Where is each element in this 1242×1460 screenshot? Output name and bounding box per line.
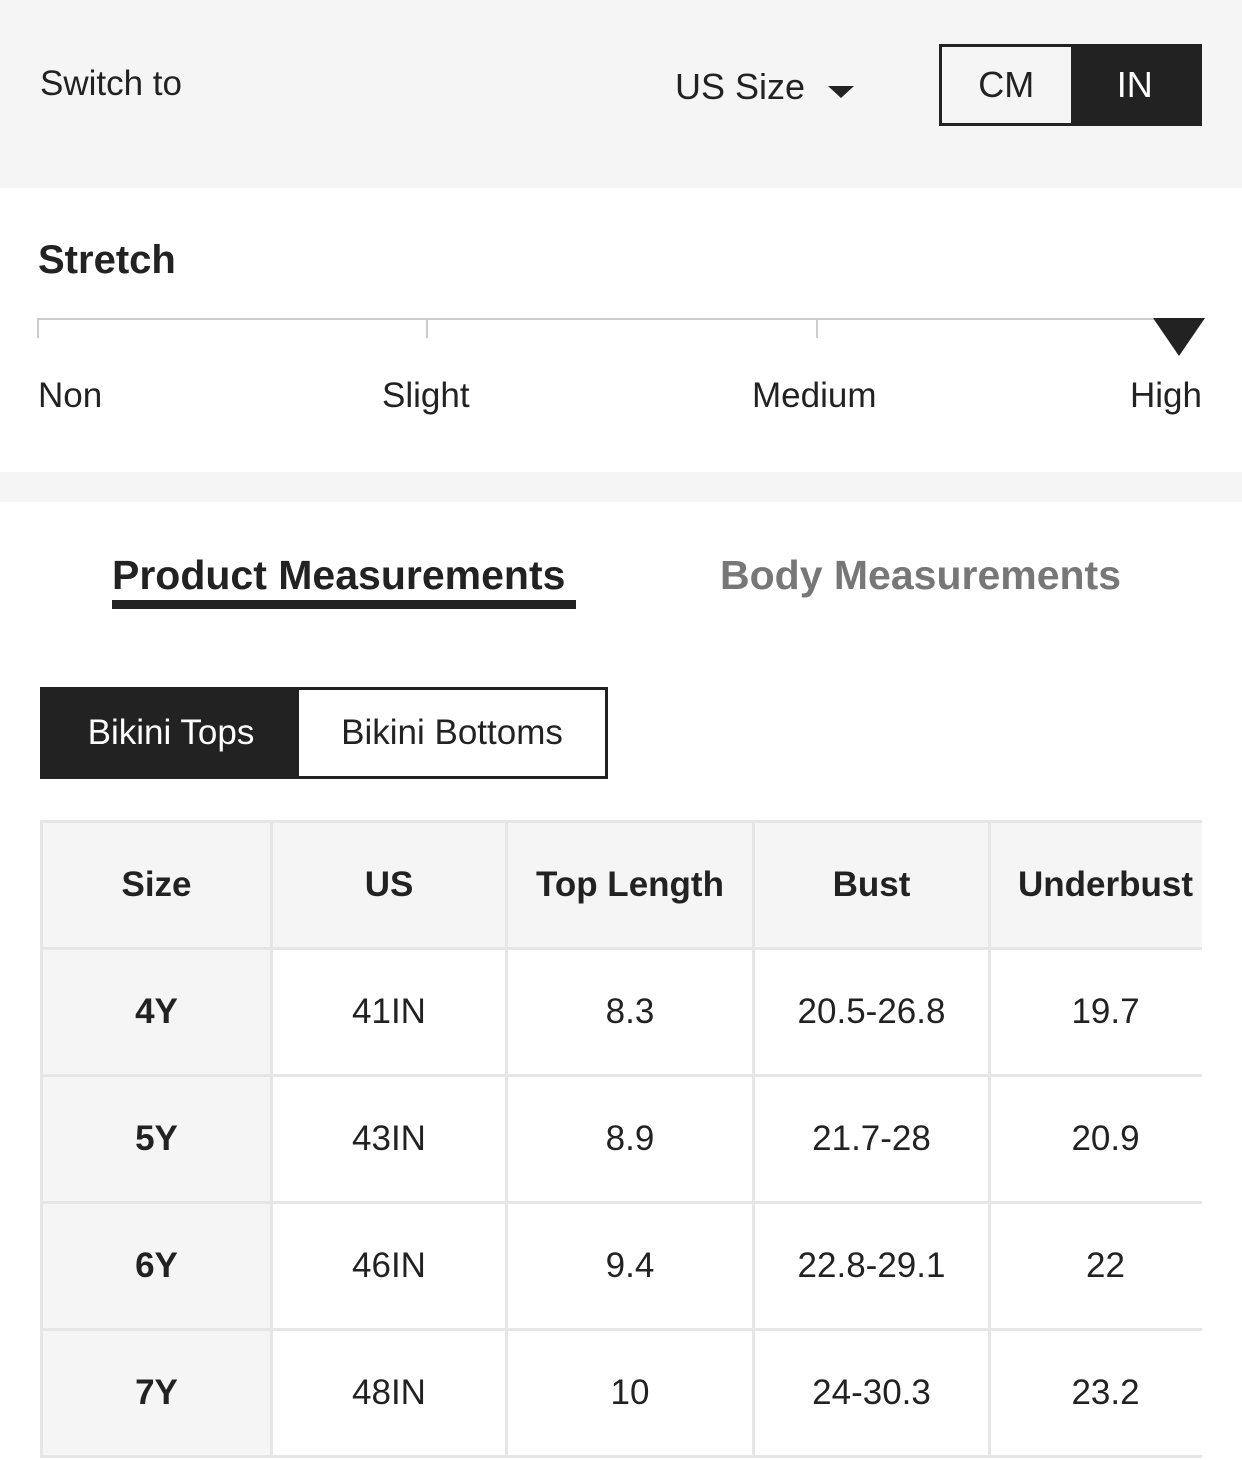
stretch-level-slight: Slight — [382, 376, 470, 415]
table-cell: 8.3 — [505, 947, 755, 1077]
header-us: US — [270, 820, 508, 950]
stretch-pointer-icon — [1153, 318, 1205, 356]
stretch-level-non: Non — [38, 376, 103, 415]
table-cell: 23.2 — [988, 1328, 1202, 1458]
size-table-container[interactable]: Size US Top Length Bust Underbust 4Y 41IN… — [40, 820, 1202, 1460]
unit-cm-button[interactable]: CM — [978, 64, 1035, 105]
stretch-level-high: High — [1130, 376, 1202, 415]
table-cell: 43IN — [270, 1074, 508, 1204]
tab-product-measurements[interactable]: Product Measurements — [112, 552, 566, 598]
stretch-tick — [37, 318, 39, 338]
table-cell: 8.9 — [505, 1074, 755, 1204]
header-size: Size — [40, 820, 273, 950]
table-cell: 22.8-29.1 — [752, 1201, 991, 1331]
unit-toggle: CM IN — [939, 44, 1202, 126]
size-cell: 7Y — [40, 1328, 273, 1458]
chevron-down-icon[interactable] — [828, 86, 854, 98]
header-top-length: Top Length — [505, 820, 755, 950]
stretch-title: Stretch — [38, 238, 176, 282]
stretch-tick — [426, 318, 428, 338]
table-cell: 22 — [988, 1201, 1202, 1331]
table-cell: 10 — [505, 1328, 755, 1458]
category-toggle: Bikini Tops Bikini Bottoms — [40, 687, 608, 779]
table-cell: 46IN — [270, 1201, 508, 1331]
header-bust: Bust — [752, 820, 991, 950]
size-switch-bar: Switch to US Size CM IN — [0, 0, 1242, 188]
table-cell: 19.7 — [988, 947, 1202, 1077]
category-bikini-bottoms[interactable]: Bikini Bottoms — [341, 713, 563, 752]
tab-body-measurements[interactable]: Body Measurements — [720, 552, 1122, 598]
stretch-level-medium: Medium — [752, 376, 877, 415]
table-cell: 48IN — [270, 1328, 508, 1458]
size-system-dropdown[interactable]: US Size — [675, 66, 806, 107]
stretch-tick — [816, 318, 818, 338]
table-cell: 24-30.3 — [752, 1328, 991, 1458]
section-divider — [0, 472, 1242, 502]
active-tab-underline — [112, 600, 576, 609]
table-cell: 21.7-28 — [752, 1074, 991, 1204]
switch-to-label: Switch to — [40, 64, 182, 103]
stretch-scale-track — [38, 318, 1204, 320]
size-table: Size US Top Length Bust Underbust 4Y 41IN… — [40, 820, 1202, 1458]
table-row: 4Y 41IN 8.3 20.5-26.8 19.7 — [40, 947, 1202, 1077]
table-cell: 9.4 — [505, 1201, 755, 1331]
table-header-row: Size US Top Length Bust Underbust — [40, 820, 1202, 950]
unit-in-button[interactable]: IN — [1070, 47, 1199, 123]
header-underbust: Underbust — [988, 820, 1202, 950]
table-row: 7Y 48IN 10 24-30.3 23.2 — [40, 1328, 1202, 1458]
category-bikini-tops[interactable]: Bikini Tops — [43, 690, 299, 776]
size-cell: 5Y — [40, 1074, 273, 1204]
table-cell: 20.5-26.8 — [752, 947, 991, 1077]
size-cell: 6Y — [40, 1201, 273, 1331]
table-row: 5Y 43IN 8.9 21.7-28 20.9 — [40, 1074, 1202, 1204]
size-cell: 4Y — [40, 947, 273, 1077]
table-cell: 20.9 — [988, 1074, 1202, 1204]
table-cell: 41IN — [270, 947, 508, 1077]
table-row: 6Y 46IN 9.4 22.8-29.1 22 — [40, 1201, 1202, 1331]
